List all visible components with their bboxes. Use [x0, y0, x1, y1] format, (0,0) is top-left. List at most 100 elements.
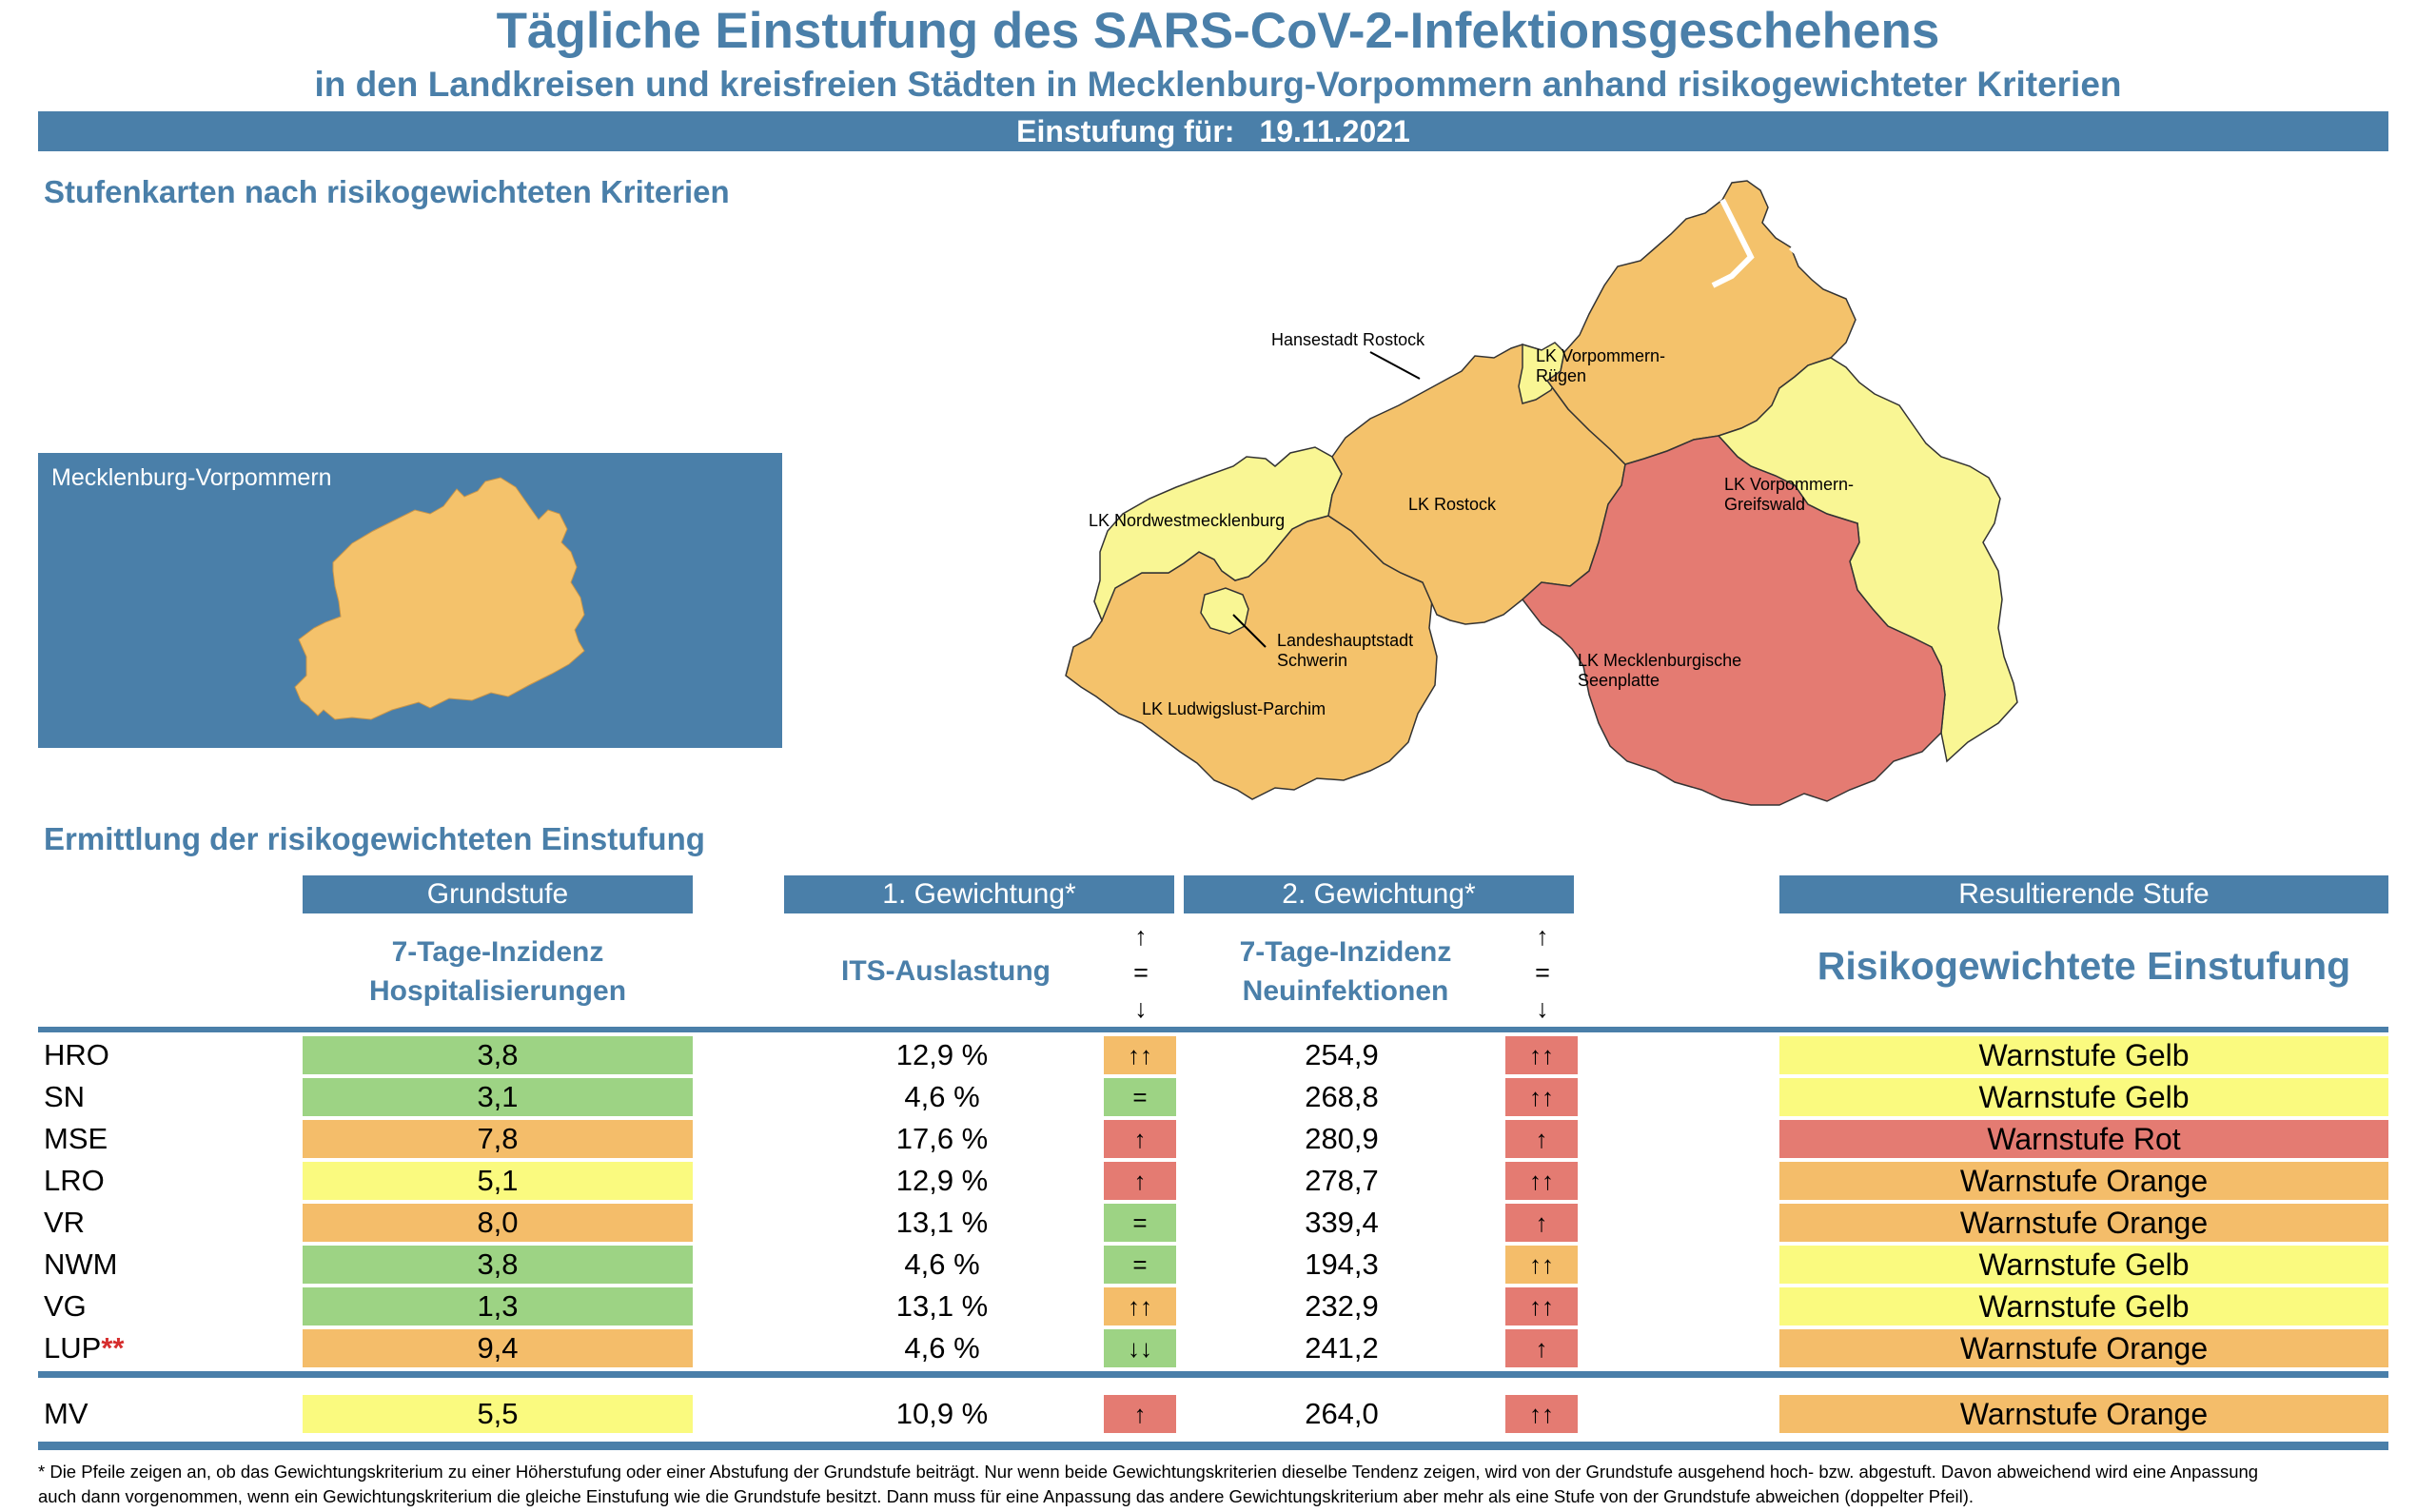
its-trend-icon: ↑ — [1104, 1120, 1176, 1158]
row-name: SN — [44, 1078, 85, 1116]
its-cell: 13,1 % — [895, 1206, 989, 1239]
hosp-cell: 8,0 — [303, 1204, 693, 1242]
arrow-legend-gew2: ↑ = ↓ — [1523, 918, 1562, 1027]
its-cell: 12,9 % — [895, 1164, 989, 1197]
map-label-mse-line1: LK Mecklenburgische — [1578, 651, 1742, 670]
date-bar: Einstufung für: 19.11.2021 — [38, 111, 2388, 151]
inz-cell: 268,8 — [1305, 1080, 1379, 1113]
inz-cell: 264,0 — [1305, 1397, 1379, 1430]
map-label-mse-line2: Seenplatte — [1578, 671, 1660, 690]
map-label-rostock-city: Hansestadt Rostock — [1271, 330, 1425, 349]
subheader-grundstufe: 7-Tage-Inzidenz Hospitalisierungen — [303, 933, 693, 1011]
overview-map-box: Mecklenburg-Vorpommern — [38, 453, 782, 748]
inz-trend-icon: ↑↑ — [1505, 1078, 1578, 1116]
inz-cell: 278,7 — [1305, 1164, 1379, 1197]
row-name: MV — [44, 1395, 88, 1433]
its-trend-icon: ↑↑ — [1104, 1036, 1176, 1074]
its-trend-icon: = — [1104, 1078, 1176, 1116]
row-name-text: LRO — [44, 1164, 105, 1197]
inz-trend-icon: ↑↑ — [1505, 1246, 1578, 1284]
its-cell: 4,6 % — [904, 1080, 980, 1113]
table-section-title: Ermittlung der risikogewichteten Einstuf… — [44, 821, 705, 856]
inz-cell: 339,4 — [1305, 1206, 1379, 1239]
row-name-stars: ** — [101, 1331, 125, 1365]
its-trend-icon: ↑ — [1104, 1395, 1176, 1433]
subheader-neuinfektionen-line1: 7-Tage-Inzidenz — [1239, 936, 1452, 968]
hosp-cell: 1,3 — [303, 1287, 693, 1325]
result-cell: Warnstufe Gelb — [1779, 1246, 2388, 1284]
subheader-grundstufe-line2: Hospitalisierungen — [368, 975, 627, 1007]
hosp-cell: 7,8 — [303, 1120, 693, 1158]
district-map — [1065, 180, 2018, 806]
its-cell: 4,6 % — [904, 1247, 980, 1281]
subheader-neuinfektionen-line2: Neuinfektionen — [1242, 975, 1449, 1007]
inz-trend-icon: ↑ — [1505, 1204, 1578, 1242]
table-top-rule — [38, 1027, 2388, 1032]
row-name: LUP ** — [44, 1329, 124, 1367]
table-row: SN 3,1 4,6 % = 268,8 ↑↑ Warnstufe Gelb — [0, 1076, 2436, 1118]
footnote-line1: * Die Pfeile zeigen an, ob das Gewichtun… — [38, 1462, 2259, 1482]
inz-cell: 254,9 — [1305, 1038, 1379, 1071]
map-pointer-rostock — [1369, 351, 1421, 380]
table-row: NWM 3,8 4,6 % = 194,3 ↑↑ Warnstufe Gelb — [0, 1244, 2436, 1286]
result-cell: Warnstufe Gelb — [1779, 1036, 2388, 1074]
inz-trend-icon: ↑↑ — [1505, 1395, 1578, 1433]
date-value: 19.11.2021 — [1259, 113, 1410, 148]
arrow-legend-eq-icon: = — [1133, 958, 1149, 987]
table-total-rule — [38, 1371, 2388, 1378]
map-district-mse — [1521, 435, 1946, 806]
its-trend-icon: ↑ — [1104, 1162, 1176, 1200]
table-total-row: MV 5,5 10,9 % ↑ 264,0 ↑↑ Warnstufe Orange — [0, 1393, 2436, 1435]
row-name-text: HRO — [44, 1038, 109, 1071]
table-row: VG 1,3 13,1 % ↑↑ 232,9 ↑↑ Warnstufe Gelb — [0, 1286, 2436, 1327]
arrow-legend-up-icon: ↑ — [1134, 922, 1148, 951]
subheader-neuinfektionen: 7-Tage-Inzidenz Neuinfektionen — [1184, 933, 1507, 1011]
date-label: Einstufung für: — [1016, 113, 1235, 148]
inz-cell: 241,2 — [1305, 1331, 1379, 1365]
map-label-vg-line1: LK Vorpommern- — [1724, 475, 1855, 494]
arrow-legend-down-icon: ↓ — [1134, 994, 1148, 1023]
map-label-sn-line2: Schwerin — [1277, 651, 1348, 670]
table-bottom-rule — [38, 1442, 2388, 1450]
arrow-legend-down-icon: ↓ — [1536, 994, 1549, 1023]
map-label-vr-line2: Rügen — [1536, 366, 1587, 385]
map-label-vg: LK Vorpommern- Greifswald — [1724, 475, 1854, 515]
row-name: VG — [44, 1287, 87, 1325]
inz-trend-icon: ↑↑ — [1505, 1287, 1578, 1325]
col-header-grundstufe: Grundstufe — [303, 875, 693, 913]
inz-trend-icon: ↑↑ — [1505, 1036, 1578, 1074]
map-label-lro: LK Rostock — [1408, 495, 1497, 514]
inz-cell: 280,9 — [1305, 1122, 1379, 1155]
page-subtitle: in den Landkreisen und kreisfreien Städt… — [314, 65, 2122, 104]
subheader-grundstufe-line1: 7-Tage-Inzidenz — [391, 936, 604, 968]
hosp-cell: 5,5 — [303, 1395, 693, 1433]
overview-map — [294, 477, 585, 720]
subheader-its: ITS-Auslastung — [840, 955, 1051, 987]
hosp-cell: 3,8 — [303, 1246, 693, 1284]
col-header-gew1: 1. Gewichtung* — [784, 875, 1174, 913]
table-row: VR 8,0 13,1 % = 339,4 ↑ Warnstufe Orange — [0, 1202, 2436, 1244]
row-name: HRO — [44, 1036, 109, 1074]
table-row: MSE 7,8 17,6 % ↑ 280,9 ↑ Warnstufe Rot — [0, 1118, 2436, 1160]
row-name-text: VG — [44, 1289, 87, 1323]
result-cell: Warnstufe Gelb — [1779, 1078, 2388, 1116]
its-cell: 13,1 % — [895, 1289, 989, 1323]
map-label-vg-line2: Greifswald — [1724, 495, 1806, 514]
result-cell: Warnstufe Orange — [1779, 1204, 2388, 1242]
arrow-legend-eq-icon: = — [1535, 958, 1550, 987]
its-cell: 10,9 % — [895, 1397, 989, 1430]
maps-section-title: Stufenkarten nach risikogewichteten Krit… — [44, 174, 730, 209]
inz-cell: 232,9 — [1305, 1289, 1379, 1323]
col-header-result: Resultierende Stufe — [1779, 875, 2388, 913]
map-label-nwm: LK Nordwestmecklenburg — [1089, 511, 1286, 530]
result-cell: Warnstufe Rot — [1779, 1120, 2388, 1158]
hosp-cell: 5,1 — [303, 1162, 693, 1200]
its-trend-icon: ↓↓ — [1104, 1329, 1176, 1367]
footnote-line2: auch dann vorgenommen, wenn ein Gewichtu… — [38, 1486, 1974, 1506]
map-label-mse: LK Mecklenburgische Seenplatte — [1578, 651, 1741, 691]
row-name-text: MV — [44, 1397, 88, 1430]
its-trend-icon: = — [1104, 1204, 1176, 1242]
row-name: NWM — [44, 1246, 117, 1284]
row-name: VR — [44, 1204, 85, 1242]
hosp-cell: 9,4 — [303, 1329, 693, 1367]
